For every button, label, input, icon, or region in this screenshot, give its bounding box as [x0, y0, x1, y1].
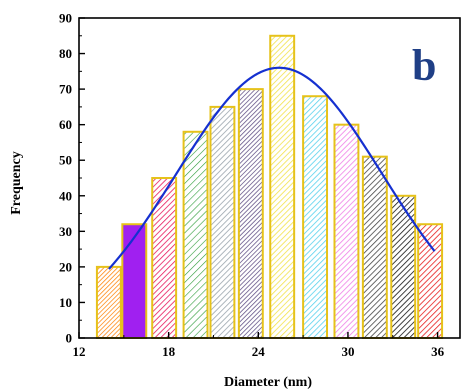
bar-10	[361, 155, 388, 339]
y-tick-label-90: 90	[59, 11, 72, 26]
bar-2	[121, 223, 148, 340]
y-tick-label-80: 80	[59, 46, 72, 61]
bar-4	[182, 130, 209, 339]
gaussian-fit-curve	[108, 66, 436, 270]
bar-12	[417, 223, 444, 340]
x-tick-label-12: 12	[73, 344, 86, 359]
y-axis-title: Frequency	[9, 151, 24, 215]
bar-9	[333, 123, 360, 339]
bar-3	[151, 177, 178, 339]
y-tick-label-40: 40	[59, 188, 72, 203]
y-tick-label-60: 60	[59, 117, 72, 132]
y-tick-label-0: 0	[66, 331, 73, 346]
bar-6	[237, 88, 264, 339]
x-tick-label-30: 30	[341, 344, 354, 359]
y-tick-label-70: 70	[59, 82, 72, 97]
fit-curve-group	[108, 66, 436, 270]
x-axis-title: Diameter (nm)	[224, 375, 312, 390]
y-tick-label-20: 20	[59, 259, 72, 274]
bar-11	[390, 194, 417, 339]
bar-7	[269, 34, 296, 340]
panel-label: b	[412, 41, 436, 90]
x-tick-label-24: 24	[252, 344, 266, 359]
axes-group: 0 10 20 30 40 50 60 70 80 90 12 18 24 30 36	[59, 11, 461, 359]
x-tick-label-18: 18	[162, 344, 176, 359]
y-tick-label-30: 30	[59, 224, 72, 239]
bars-group	[95, 34, 444, 340]
bar-8	[302, 95, 329, 339]
bar-5	[209, 105, 236, 339]
x-tick-label-36: 36	[431, 344, 445, 359]
y-tick-label-50: 50	[59, 153, 72, 168]
bar-1	[95, 265, 122, 339]
y-tick-label-10: 10	[59, 295, 72, 310]
